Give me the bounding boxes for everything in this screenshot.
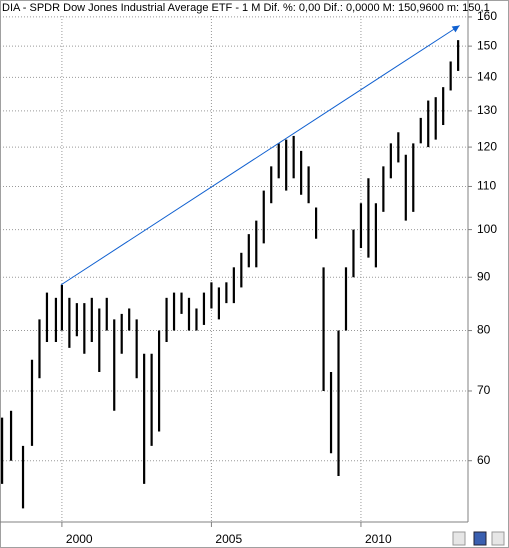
y-tick-label: 90 <box>477 269 491 283</box>
save-button[interactable] <box>473 531 487 546</box>
y-tick-label: 140 <box>477 70 497 84</box>
trendline-arrow <box>451 25 460 33</box>
x-tick-label: 2000 <box>66 532 93 546</box>
x-tick-label: 2005 <box>215 532 242 546</box>
chart-title: DIA - SPDR Dow Jones Industrial Average … <box>2 2 490 14</box>
y-tick-label: 60 <box>477 453 491 467</box>
y-tick-label: 160 <box>477 9 497 23</box>
button[interactable] <box>491 531 505 546</box>
y-tick-label: 150 <box>477 38 497 52</box>
y-tick-label: 100 <box>477 222 497 236</box>
toolbar <box>452 531 505 546</box>
y-tick-label: 120 <box>477 139 497 153</box>
y-tick-label: 70 <box>477 383 491 397</box>
y-tick-label: 130 <box>477 103 497 117</box>
y-tick-label: 80 <box>477 323 491 337</box>
trendline <box>60 25 460 286</box>
x-tick-label: 2010 <box>365 532 392 546</box>
y-tick-label: 110 <box>477 179 496 193</box>
button[interactable] <box>452 531 466 546</box>
